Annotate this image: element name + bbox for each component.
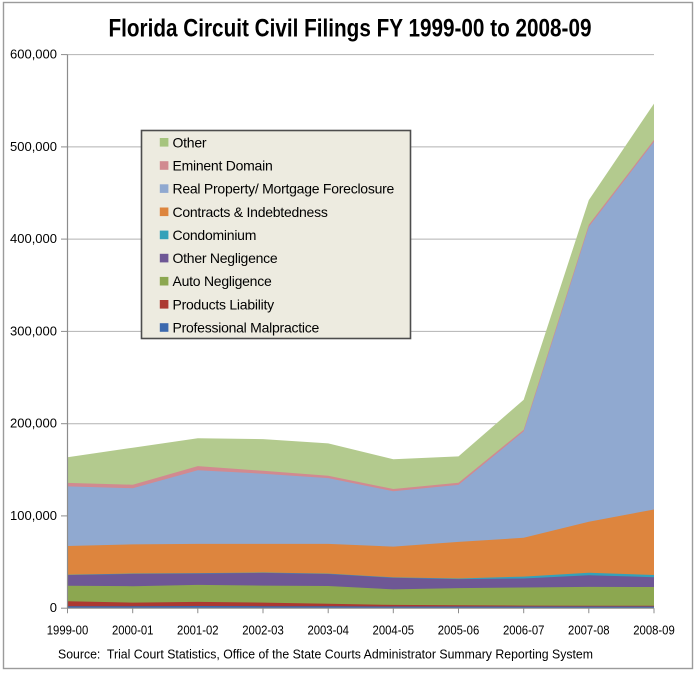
svg-text:Florida Circuit Civil Filings: Florida Circuit Civil Filings FY 1999-00… [109,15,592,43]
svg-text:2007-08: 2007-08 [568,623,610,638]
svg-text:100,000: 100,000 [10,508,57,523]
svg-text:2003-04: 2003-04 [307,623,349,638]
svg-text:Eminent Domain: Eminent Domain [173,158,273,174]
svg-text:Contracts & Indebtedness: Contracts & Indebtedness [173,204,328,220]
svg-text:500,000: 500,000 [10,139,57,154]
svg-text:1999-00: 1999-00 [47,623,89,638]
svg-text:Professional Malpractice: Professional Malpractice [173,320,320,336]
svg-text:2006-07: 2006-07 [503,623,545,638]
svg-text:Other Negligence: Other Negligence [173,250,278,266]
svg-text:2000-01: 2000-01 [112,623,154,638]
svg-text:200,000: 200,000 [10,416,57,431]
svg-text:2002-03: 2002-03 [242,623,284,638]
svg-text:Real Property/ Mortgage Forecl: Real Property/ Mortgage Foreclosure [173,181,395,197]
svg-text:Condominium: Condominium [173,227,257,243]
svg-text:2004-05: 2004-05 [373,623,415,638]
svg-text:2008-09: 2008-09 [633,623,675,638]
svg-text:Other: Other [173,134,207,150]
svg-text:2001-02: 2001-02 [177,623,219,638]
svg-text:0: 0 [50,600,57,615]
svg-text:Source: Trial Court Statistic: Source: Trial Court Statistics, Office o… [58,647,593,662]
svg-text:2005-06: 2005-06 [438,623,480,638]
svg-text:600,000: 600,000 [10,47,57,62]
svg-text:Products Liability: Products Liability [173,296,275,312]
svg-text:Auto Negligence: Auto Negligence [173,273,272,289]
svg-text:400,000: 400,000 [10,231,57,246]
svg-text:300,000: 300,000 [10,323,57,338]
